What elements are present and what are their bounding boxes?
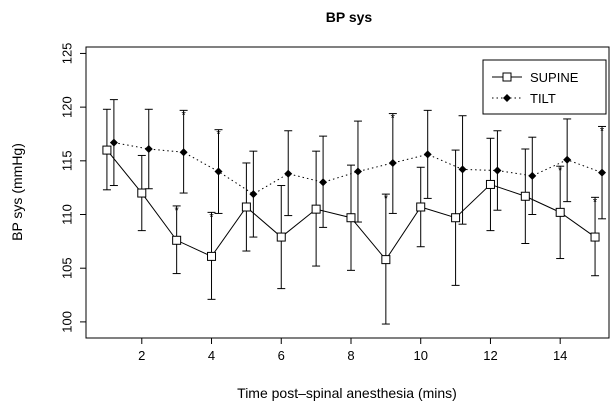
x-axis: 2 4 6 8 10 12 14 [138,337,567,363]
significance-star: * [593,196,598,208]
data-point [598,168,607,177]
data-point [485,179,495,189]
data-point [311,204,321,214]
data-point [179,148,188,157]
legend-label: TILT [530,91,556,106]
x-tick-label: 12 [483,348,497,363]
legend: SUPINE TILT [482,59,607,115]
legend-marker [502,72,512,82]
data-point [249,190,258,199]
x-tick-label: 10 [413,348,427,363]
significance-star: * [209,211,214,223]
data-point [276,232,286,242]
significance-star: * [600,125,605,137]
significance-star: * [175,205,180,217]
data-point [555,207,565,217]
y-tick-label: 115 [59,150,74,171]
significance-star: * [384,193,389,205]
data-point [493,166,502,175]
data-point [563,155,572,164]
series-line [113,142,603,195]
data-point [346,213,356,223]
significance-star: * [391,113,396,125]
data-point [353,167,362,176]
data-point [528,171,537,180]
data-point [381,255,391,265]
data-point [109,138,118,147]
data-point [388,158,397,167]
data-point [214,167,223,176]
x-tick-label: 14 [553,348,567,363]
significance-star: * [181,109,186,121]
data-point [590,232,600,242]
series-tilt: * * * * [109,99,607,238]
data-point [284,169,293,178]
series-supine: * * * * * [102,108,600,325]
data-point [172,235,182,245]
data-point [319,178,328,187]
x-tick-label: 2 [138,348,145,363]
legend-marker [503,94,511,102]
significance-star: * [558,165,563,177]
data-point [520,191,530,201]
data-point [137,188,147,198]
series-layer: * * * * * * * * * [102,99,607,325]
legend-box [482,59,607,115]
data-point [423,150,432,159]
y-tick-label: 100 [59,311,74,333]
legend-entries: SUPINE TILT [492,70,579,106]
y-tick-label: 125 [59,43,74,65]
x-tick-label: 8 [347,348,354,363]
y-tick-label: 105 [59,257,74,279]
data-point [458,165,467,174]
y-axis: 100 105 110 115 120 125 [59,43,87,333]
data-point [241,202,251,212]
y-axis-label: BP sys (mmHg) [9,143,25,241]
y-tick-label: 120 [59,96,74,118]
significance-star: * [216,129,221,141]
legend-label: SUPINE [530,70,579,85]
y-tick-label: 110 [59,204,74,225]
data-point [207,251,217,261]
x-tick-label: 6 [278,348,285,363]
data-point [102,145,112,155]
data-point [144,145,153,154]
x-tick-label: 4 [208,348,215,363]
data-point [416,202,426,212]
x-axis-label: Time post–spinal anesthesia (mins) [237,385,457,401]
data-point [451,213,461,223]
chart-title: BP sys [326,9,373,25]
